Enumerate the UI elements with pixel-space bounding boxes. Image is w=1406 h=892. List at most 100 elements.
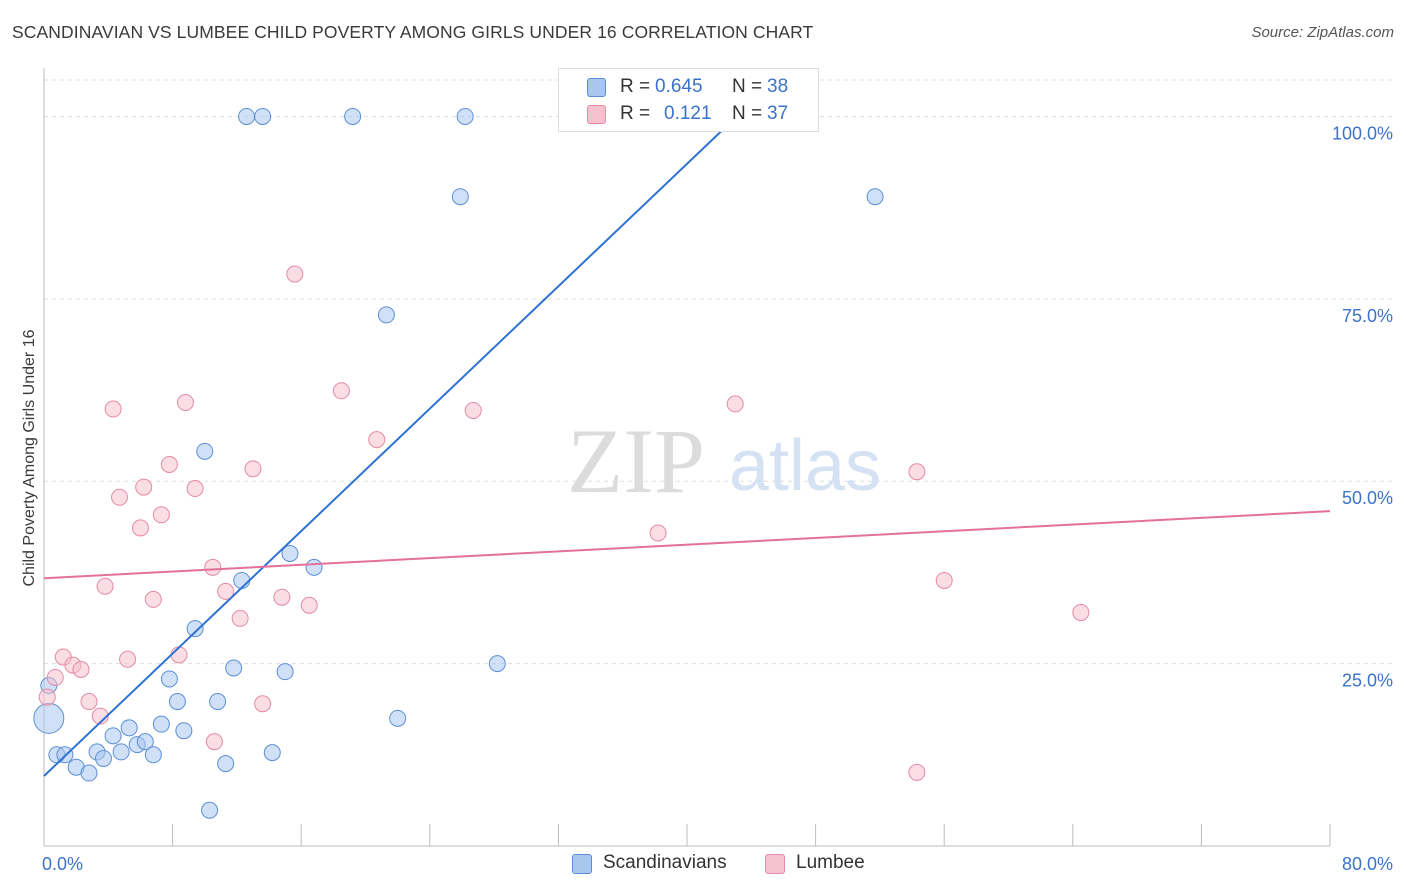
lumbee-point	[286, 265, 304, 283]
lumbee-point	[244, 460, 262, 478]
scandinavians-point	[33, 702, 65, 734]
pink-swatch	[587, 105, 606, 124]
scandinavians-point	[136, 733, 154, 751]
lumbee-point	[1072, 604, 1090, 622]
lumbee-point	[726, 395, 744, 413]
lumbee-point	[131, 519, 149, 537]
scandinavians-point	[152, 715, 170, 733]
source-label: Source: ZipAtlas.com	[1251, 24, 1394, 41]
scandinavians-point	[456, 107, 474, 125]
lumbee-point	[273, 588, 291, 606]
lumbee-point	[160, 455, 178, 473]
lumbee-point	[231, 609, 249, 627]
scandinavians-point	[112, 743, 130, 761]
blue-swatch	[587, 78, 606, 97]
lumbee-point	[464, 401, 482, 419]
lumbee-point	[38, 688, 56, 706]
y-tick-label: 100.0%	[1332, 123, 1393, 143]
scandinavians-point	[866, 188, 884, 206]
x-tick-label: 0.0%	[42, 854, 83, 874]
scandinavians-point	[209, 693, 227, 711]
scandinavians-point	[276, 663, 294, 681]
lumbee-point	[176, 393, 194, 411]
lumbee-point	[186, 480, 204, 498]
scandinavians-point	[201, 801, 219, 819]
lumbee-point	[119, 650, 137, 668]
x-tick-label: 80.0%	[1342, 854, 1393, 874]
watermark-atlas: atlas	[729, 426, 881, 506]
n-value: 38	[767, 76, 789, 97]
lumbee-point	[935, 571, 953, 589]
r-label: R =	[620, 76, 651, 97]
scandinavians-point	[451, 188, 469, 206]
lumbee-point	[908, 463, 926, 481]
lumbee-point	[300, 596, 318, 614]
scandinavians-point	[233, 571, 251, 589]
y-tick-label: 50.0%	[1342, 488, 1393, 508]
scandinavians-point	[488, 655, 506, 673]
chart-title: SCANDINAVIAN VS LUMBEE CHILD POVERTY AMO…	[12, 22, 814, 42]
n-label: N =	[732, 76, 763, 97]
lumbee-point	[152, 506, 170, 524]
y-tick-label: 75.0%	[1342, 306, 1393, 326]
legend-swatch-blue	[572, 854, 592, 874]
lumbee-point	[217, 582, 235, 600]
scandinavians-point	[238, 107, 256, 125]
lumbee-point	[649, 524, 667, 542]
lumbee-point	[80, 693, 98, 711]
scandinavians-point	[281, 544, 299, 562]
scandinavians-trend-line	[43, 86, 769, 777]
scandinavians-point	[377, 306, 395, 324]
legend-swatch-pink	[765, 854, 785, 874]
y-tick-label: 25.0%	[1342, 671, 1393, 691]
scandinavians-point	[196, 442, 214, 460]
scandinavians-point	[80, 764, 98, 782]
data-points	[33, 107, 1090, 819]
n-label: N =	[732, 103, 763, 124]
trend-lines	[43, 86, 1331, 777]
scandinavians-point	[168, 693, 186, 711]
lumbee-point	[46, 668, 64, 686]
lumbee-point	[96, 577, 114, 595]
scandinavians-point	[120, 719, 138, 737]
lumbee-trend-line	[43, 510, 1331, 580]
lumbee-point	[72, 660, 90, 678]
scandinavians-point	[94, 749, 112, 767]
scandinavians-point	[104, 727, 122, 745]
scandinavians-point	[254, 107, 272, 125]
lumbee-point	[104, 400, 122, 418]
lumbee-point	[254, 695, 272, 713]
lumbee-point	[332, 382, 350, 400]
r-value: 0.645	[655, 76, 703, 97]
scandinavians-point	[344, 107, 362, 125]
stats-row-scandinavians: R = 0.645 N = 38	[559, 76, 818, 102]
lumbee-point	[135, 478, 153, 496]
legend-label: Scandinavians	[603, 852, 727, 873]
tick-labels: 25.0% 50.0% 75.0% 100.0% 0.0% 80.0%	[42, 123, 1393, 874]
watermark: ZIP atlas	[567, 410, 881, 512]
lumbee-point	[204, 558, 222, 576]
scandinavians-point	[186, 620, 204, 638]
scandinavians-point	[160, 670, 178, 688]
stats-row-lumbee: R = 0.121 N = 37	[559, 103, 818, 129]
lumbee-point	[205, 733, 223, 751]
lumbee-point	[111, 488, 129, 506]
scandinavians-point	[305, 558, 323, 576]
watermark-zip: ZIP	[567, 410, 705, 512]
lumbee-point	[908, 763, 926, 781]
axes	[43, 68, 1331, 847]
scandinavians-point	[175, 722, 193, 740]
lumbee-point	[368, 431, 386, 449]
n-value: 37	[767, 103, 789, 124]
scandinavians-point	[263, 744, 281, 762]
scandinavians-point	[225, 659, 243, 677]
r-label: R =	[620, 103, 651, 124]
scandinavians-point	[217, 755, 235, 773]
y-axis-label: Child Poverty Among Girls Under 16	[21, 329, 38, 587]
scandinavians-point	[144, 746, 162, 764]
lumbee-point	[144, 590, 162, 608]
legend-label: Lumbee	[796, 852, 865, 873]
correlation-stats: R = 0.645 N = 38 R = 0.121 N = 37	[558, 68, 819, 132]
scandinavians-point	[389, 709, 407, 727]
